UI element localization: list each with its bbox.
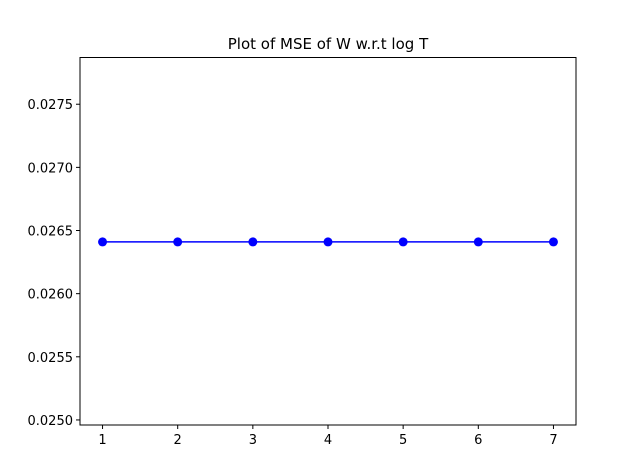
data-point xyxy=(323,237,333,247)
y-tick-label: 0.0270 xyxy=(28,161,74,176)
plot-area xyxy=(98,237,558,247)
data-point xyxy=(98,237,108,247)
x-tick-label: 3 xyxy=(249,433,257,448)
x-tick-label: 5 xyxy=(399,433,407,448)
y-tick-label: 0.0250 xyxy=(28,414,74,429)
data-point xyxy=(548,237,558,247)
data-point xyxy=(398,237,408,247)
y-tick-label: 0.0265 xyxy=(28,225,74,240)
x-tick-label: 2 xyxy=(174,433,182,448)
y-axis: 0.0250 0.0255 0.0260 0.0265 0.0270 0.0275 xyxy=(28,98,80,429)
x-tick-label: 6 xyxy=(474,433,482,448)
y-tick-label: 0.0275 xyxy=(28,98,74,113)
data-point xyxy=(248,237,258,247)
data-point xyxy=(173,237,183,247)
chart-title: Plot of MSE of W w.r.t log T xyxy=(228,35,429,53)
x-axis: 1 2 3 4 5 6 7 xyxy=(98,425,558,448)
x-tick-label: 4 xyxy=(324,433,332,448)
x-tick-label: 1 xyxy=(98,433,106,448)
axes-frame xyxy=(79,57,577,426)
y-tick-label: 0.0260 xyxy=(28,288,74,303)
y-tick-label: 0.0255 xyxy=(28,351,74,366)
x-tick-label: 7 xyxy=(549,433,557,448)
data-point xyxy=(473,237,483,247)
